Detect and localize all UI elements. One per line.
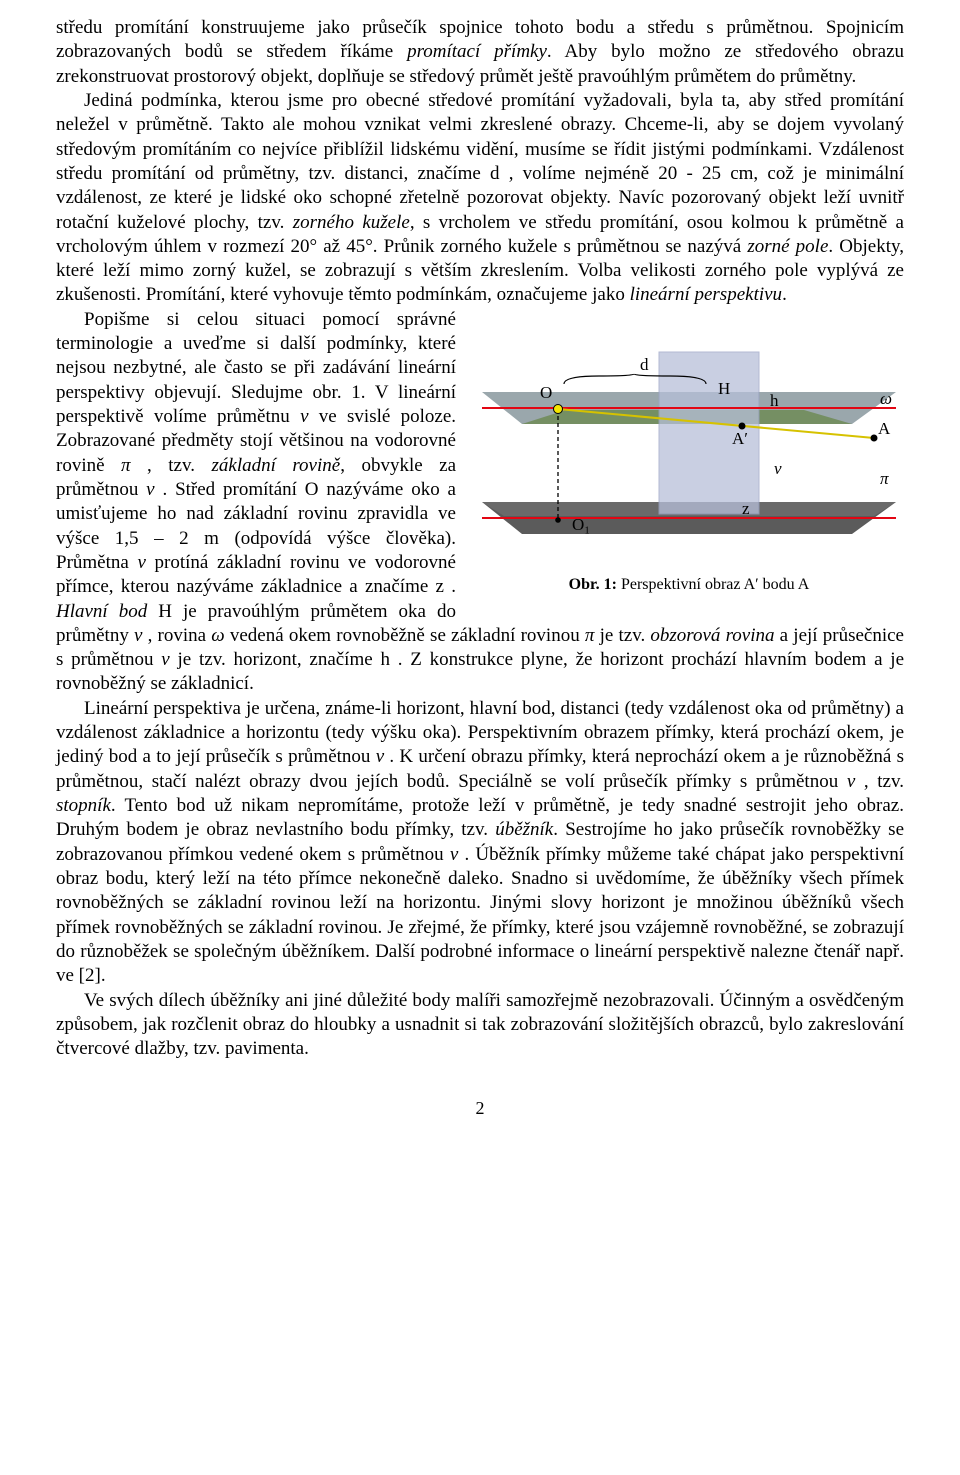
paragraph-4: Lineární perspektiva je určena, známe-li… <box>56 697 904 989</box>
figure-1: d H Oh ω A′ Aν π O₁ z Obr. 1: Perspektivní obraz… <box>474 314 904 596</box>
figure-1-caption-rest: Perspektivní obraz A′ bodu A <box>617 576 809 593</box>
svg-text:O: O <box>540 383 552 402</box>
svg-text:h: h <box>770 391 779 410</box>
svg-text:H: H <box>718 379 730 398</box>
figure-1-svg: d H Oh ω A′ Aν π O₁ z <box>474 314 904 564</box>
svg-text:d: d <box>640 355 649 374</box>
paragraph-2: Jediná podmínka, kterou jsme pro obecné … <box>56 89 904 308</box>
svg-text:A: A <box>878 419 891 438</box>
svg-text:A′: A′ <box>732 429 748 448</box>
svg-text:ν: ν <box>774 459 782 478</box>
svg-text:π: π <box>880 469 889 488</box>
figure-1-caption-bold: Obr. 1: <box>569 576 617 593</box>
paragraph-1: středu promítání konstruujeme jako průse… <box>56 16 904 89</box>
paragraph-5: Ve svých dílech úběžníky ani jiné důleži… <box>56 989 904 1062</box>
svg-text:z: z <box>742 499 750 518</box>
svg-text:ω: ω <box>880 389 892 408</box>
page-number: 2 <box>56 1097 904 1120</box>
figure-1-caption: Obr. 1: Perspektivní obraz A′ bodu A <box>474 575 904 595</box>
svg-text:O₁: O₁ <box>572 515 590 534</box>
